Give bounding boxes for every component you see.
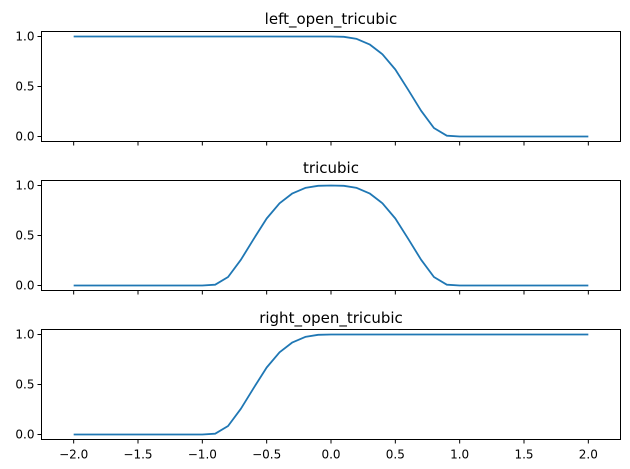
subplot-tricubic: tricubic 0.0 0.5 1.0 xyxy=(15,159,621,295)
y-tick-label: 0.5 xyxy=(15,378,34,392)
y-tick-label: 1.0 xyxy=(15,328,34,342)
y-tick-label: 0.5 xyxy=(15,80,34,94)
y-tick-label: 0.5 xyxy=(15,229,34,243)
y-tick-label: 1.0 xyxy=(15,179,34,193)
subplot-right-open-tricubic: right_open_tricubic 0.0 0.5 1.0 −2.0 −1.5 −1… xyxy=(15,309,621,462)
x-tick-label: −2.0 xyxy=(59,448,88,462)
x-tick-label: −1.5 xyxy=(123,448,152,462)
x-tick-label: 1.0 xyxy=(450,448,469,462)
x-tick-label: 0.0 xyxy=(321,448,340,462)
x-tick-label: 2.0 xyxy=(579,448,598,462)
x-tick-label: 1.5 xyxy=(514,448,533,462)
axes-frame xyxy=(41,180,621,291)
series-line xyxy=(73,333,589,436)
x-tick-label: −1.0 xyxy=(188,448,217,462)
x-tick-label: 0.5 xyxy=(386,448,405,462)
subplot-title: right_open_tricubic xyxy=(259,309,403,328)
y-tick-label: 1.0 xyxy=(15,30,34,44)
series-line xyxy=(73,35,589,138)
subplot-title: left_open_tricubic xyxy=(265,10,398,29)
series-line xyxy=(73,184,589,287)
x-tick-label: −0.5 xyxy=(252,448,281,462)
axes-frame xyxy=(41,31,621,142)
y-tick-label: 0.0 xyxy=(15,130,34,144)
y-tick-label: 0.0 xyxy=(15,428,34,442)
y-tick-label: 0.0 xyxy=(15,279,34,293)
subplot-title: tricubic xyxy=(303,159,359,177)
subplot-left-open-tricubic: left_open_tricubic 0.0 0.5 1.0 xyxy=(15,10,621,146)
axes-frame xyxy=(41,329,621,440)
